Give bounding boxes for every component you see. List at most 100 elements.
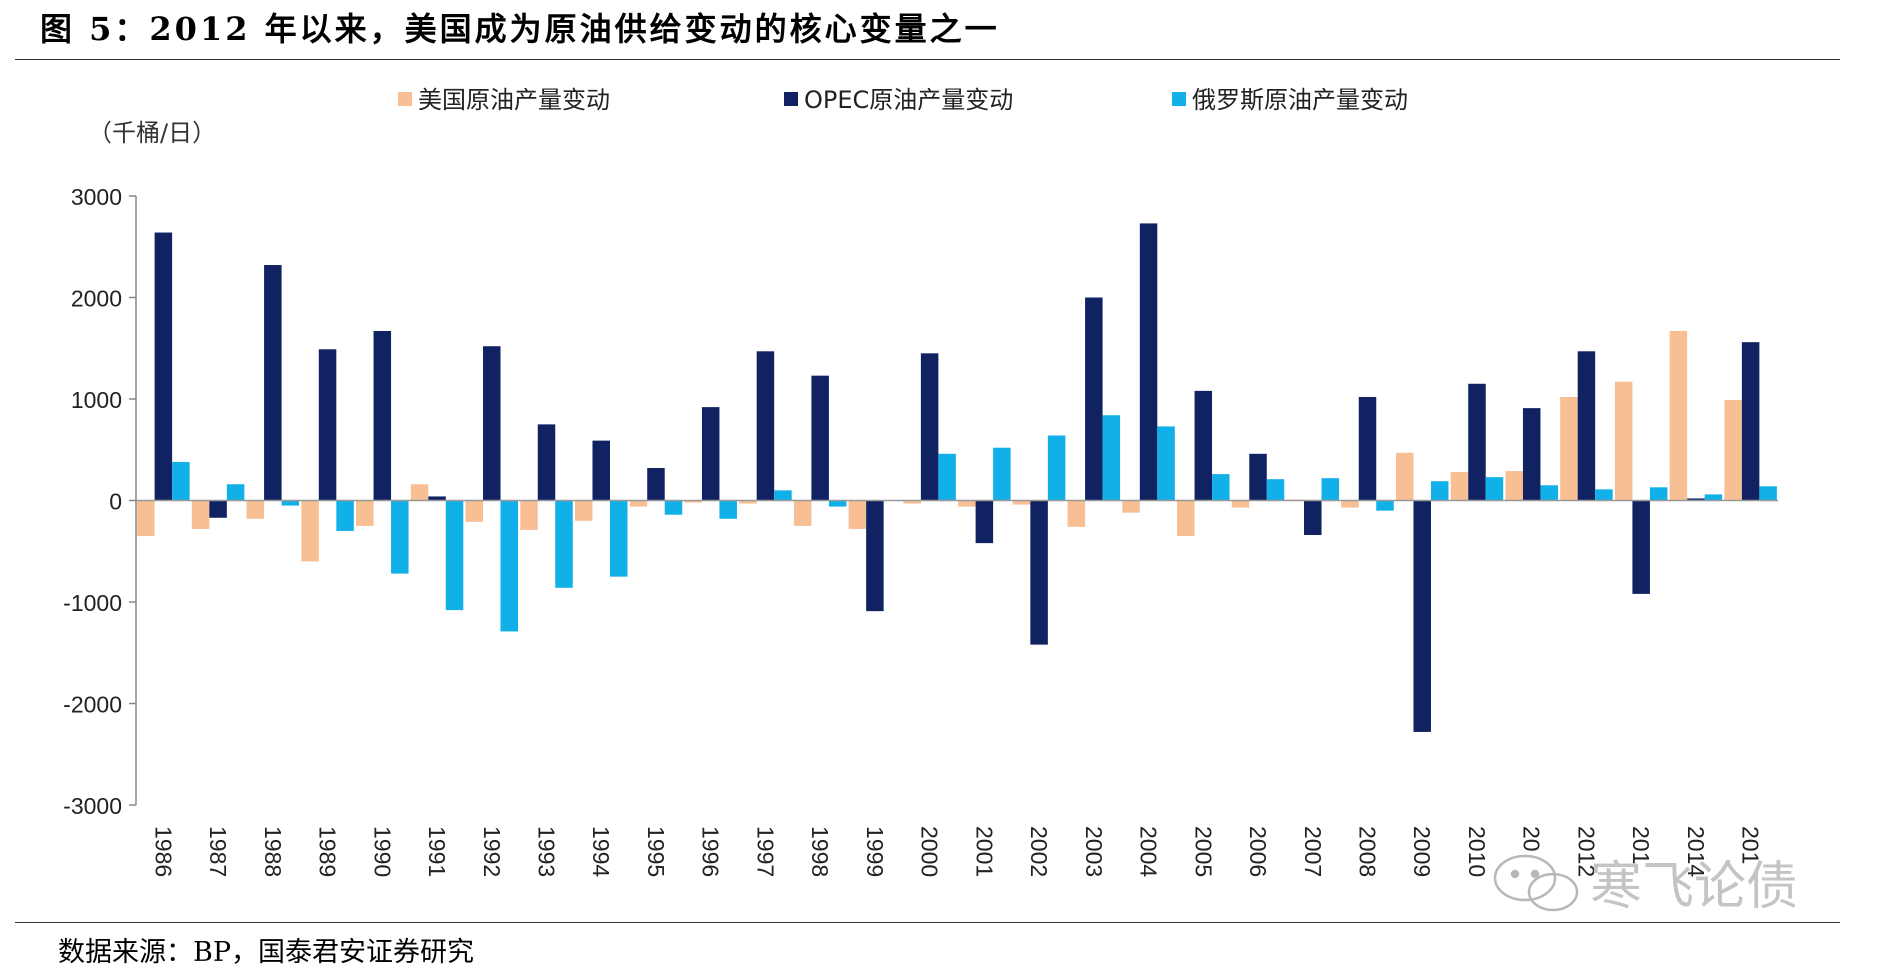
- bar-russia-2000: [938, 453, 956, 501]
- x-tick-label: 1994: [588, 826, 614, 877]
- y-tick-label: -2000: [63, 692, 122, 718]
- y-tick-label: -1000: [63, 590, 122, 616]
- bar-opec-2014: [1687, 498, 1705, 501]
- bar-opec-1998: [811, 375, 829, 501]
- x-tick-label: 2007: [1300, 826, 1326, 877]
- bar-russia-1997: [774, 490, 792, 501]
- x-tick-label: 1987: [205, 826, 231, 877]
- top-divider: [15, 59, 1840, 60]
- bar-russia-2007: [1321, 478, 1340, 501]
- x-tick-label: 2000: [917, 826, 943, 877]
- x-tick-label: 1996: [698, 826, 724, 877]
- bar-russia-2011: [1540, 485, 1558, 501]
- x-tick-label: 1997: [752, 826, 778, 877]
- bar-opec-2006: [1249, 453, 1267, 501]
- bar-us-2002: [1012, 500, 1031, 505]
- bar-russia-2004: [1157, 426, 1175, 501]
- legend-swatch: [784, 92, 798, 106]
- bar-russia-2008: [1376, 500, 1394, 511]
- legend-swatch: [1172, 92, 1186, 106]
- bar-opec-1997: [756, 351, 775, 501]
- bar-opec-2009: [1413, 500, 1431, 732]
- bar-opec-1995: [647, 468, 665, 501]
- x-tick-label: 1989: [315, 826, 341, 877]
- bar-russia-1990: [391, 500, 409, 574]
- x-tick-label: 1998: [807, 826, 833, 877]
- source-note: 数据来源：BP，国泰君安证券研究: [58, 937, 475, 968]
- bar-series: [137, 223, 1777, 732]
- figure-title: 图 5：2012 年以来，美国成为原油供给变动的核心变量之一: [40, 10, 1000, 48]
- bar-opec-2010: [1468, 383, 1486, 501]
- bar-russia-2009: [1430, 481, 1449, 501]
- bar-us-1994: [574, 500, 593, 521]
- legend-swatch: [398, 92, 412, 106]
- bar-opec-2000: [920, 353, 939, 501]
- bar-us-2001: [958, 500, 976, 507]
- bar-opec-1991: [428, 496, 446, 501]
- legend-label: OPEC原油产量变动: [804, 86, 1013, 114]
- bar-russia-2002: [1047, 435, 1066, 501]
- bar-us-1987: [191, 500, 210, 529]
- bar-russia-2006: [1266, 479, 1285, 501]
- x-tick-label: 1991: [424, 826, 450, 877]
- x-tick-label: 2009: [1409, 826, 1435, 877]
- bar-us-2004: [1122, 500, 1140, 513]
- x-tick-label: 1986: [150, 826, 176, 877]
- x-tick-label: 2005: [1190, 826, 1216, 877]
- bar-us-2013: [1614, 381, 1633, 501]
- x-tick-label: 1992: [479, 826, 505, 877]
- x-tick-label: 2001: [971, 826, 997, 877]
- y-tick-label: -3000: [63, 793, 122, 819]
- watermark-logo: 寒飞论债: [1493, 854, 1798, 917]
- x-tick-label: 1999: [862, 826, 888, 877]
- y-tick-label: 1000: [71, 387, 122, 413]
- x-tick-label: 201: [1738, 826, 1764, 864]
- bar-opec-1989: [318, 349, 337, 501]
- bar-opec-2007: [1304, 500, 1322, 536]
- bar-opec-1993: [537, 424, 556, 501]
- bar-us-1993: [520, 500, 538, 530]
- bar-russia-1995: [664, 500, 683, 515]
- bar-opec-2001: [975, 500, 994, 544]
- bar-opec-1994: [592, 440, 610, 501]
- bar-us-1988: [246, 500, 265, 519]
- bar-russia-1996: [719, 500, 737, 519]
- bar-russia-2012: [1595, 489, 1613, 501]
- bar-opec-1992: [483, 346, 501, 501]
- bar-us-2006: [1231, 500, 1250, 508]
- x-tick-label: 2012: [1573, 826, 1599, 877]
- bar-opec-1988: [264, 265, 282, 501]
- legend-label: 俄罗斯原油产量变动: [1192, 86, 1408, 114]
- chart-legend: 美国原油产量变动 OPEC原油产量变动 俄罗斯原油产量变动: [398, 86, 1408, 114]
- x-tick-label: 201: [1628, 826, 1654, 864]
- bar-us-2015: [1724, 400, 1742, 501]
- x-tick-label: 2003: [1081, 826, 1107, 877]
- bar-russia-1993: [555, 500, 573, 588]
- bar-russia-2005: [1212, 474, 1230, 501]
- x-tick-label: 2010: [1464, 826, 1490, 877]
- bar-us-1998: [793, 500, 812, 526]
- y-tick-label: 2000: [71, 286, 122, 312]
- bottom-divider: [15, 922, 1840, 923]
- bar-opec-2013: [1632, 500, 1650, 594]
- bar-us-2009: [1395, 452, 1414, 501]
- x-tick-label: 1995: [643, 826, 669, 877]
- bar-opec-2005: [1194, 390, 1213, 501]
- y-axis: 3000 2000 1000 0 -1000 -2000 -3000: [63, 184, 137, 819]
- bar-opec-2015: [1741, 342, 1760, 501]
- bar-us-2014: [1669, 330, 1688, 501]
- bar-russia-1994: [609, 500, 628, 577]
- bar-us-1986: [137, 500, 155, 537]
- bar-us-1995: [629, 500, 648, 507]
- bar-chart: 美国原油产量变动 OPEC原油产量变动 俄罗斯原油产量变动 （千桶/日） 3000 2…: [63, 86, 1778, 877]
- bar-russia-1988: [281, 500, 300, 506]
- x-axis: 1986 1987 1988 1989 1990 1991 1992 1993 1994 1995…: [136, 499, 1778, 877]
- bar-us-2003: [1067, 500, 1086, 527]
- wechat-icon: [1493, 854, 1579, 912]
- bar-russia-1998: [828, 500, 847, 507]
- x-tick-label: 2002: [1026, 826, 1052, 877]
- bar-opec-1999: [866, 500, 884, 612]
- bar-russia-1992: [500, 500, 519, 632]
- bar-us-1997: [739, 500, 757, 504]
- x-tick-label: 2014: [1683, 826, 1709, 877]
